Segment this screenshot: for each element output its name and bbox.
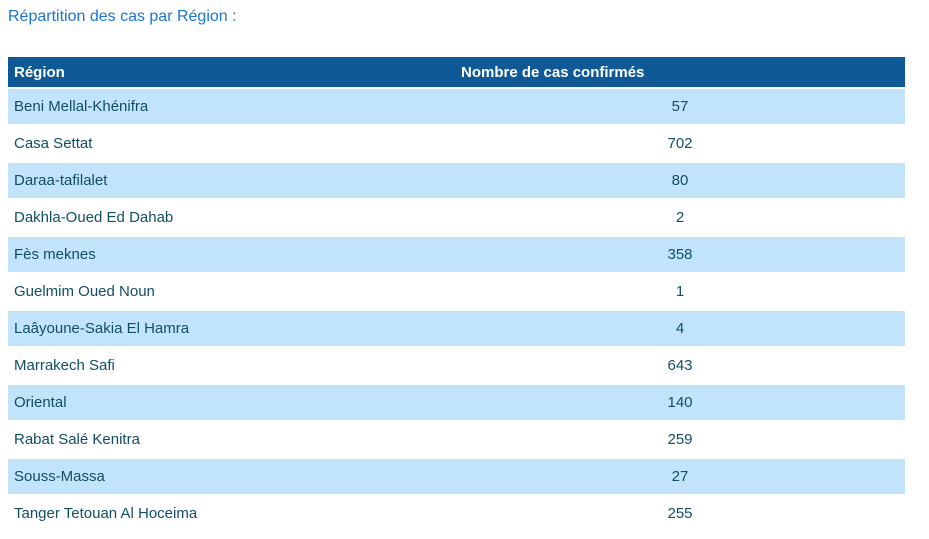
region-cell: Fès meknes bbox=[8, 237, 455, 274]
region-cell: Guelmim Oued Noun bbox=[8, 274, 455, 311]
region-cell: Tanger Tetouan Al Hoceima bbox=[8, 496, 455, 533]
table-row: Souss-Massa 27 bbox=[8, 459, 905, 496]
cases-cell: 1 bbox=[455, 274, 905, 311]
header-row: Région Nombre de cas confirmés bbox=[8, 57, 905, 89]
column-header-cases: Nombre de cas confirmés bbox=[455, 57, 905, 89]
cases-cell: 2 bbox=[455, 200, 905, 237]
table-row: Beni Mellal-Khénifra 57 bbox=[8, 89, 905, 126]
cases-cell: 255 bbox=[455, 496, 905, 533]
cases-cell: 259 bbox=[455, 422, 905, 459]
table-row: Fès meknes 358 bbox=[8, 237, 905, 274]
region-cell: Rabat Salé Kenitra bbox=[8, 422, 455, 459]
cases-cell: 702 bbox=[455, 126, 905, 163]
table-row: Dakhla-Oued Ed Dahab 2 bbox=[8, 200, 905, 237]
region-cell: Marrakech Safi bbox=[8, 348, 455, 385]
cases-cell: 57 bbox=[455, 89, 905, 126]
table-row: Marrakech Safi 643 bbox=[8, 348, 905, 385]
table-row: Oriental 140 bbox=[8, 385, 905, 422]
region-cell: Laâyoune-Sakia El Hamra bbox=[8, 311, 455, 348]
cases-cell: 4 bbox=[455, 311, 905, 348]
region-cell: Dakhla-Oued Ed Dahab bbox=[8, 200, 455, 237]
table-row: Tanger Tetouan Al Hoceima 255 bbox=[8, 496, 905, 533]
table-row: Guelmim Oued Noun 1 bbox=[8, 274, 905, 311]
cases-cell: 27 bbox=[455, 459, 905, 496]
table-body: Beni Mellal-Khénifra 57 Casa Settat 702 … bbox=[8, 89, 905, 533]
table-header: Région Nombre de cas confirmés bbox=[8, 57, 905, 89]
page-title: Répartition des cas par Région : bbox=[8, 8, 237, 25]
region-cell: Casa Settat bbox=[8, 126, 455, 163]
cases-cell: 140 bbox=[455, 385, 905, 422]
region-cell: Beni Mellal-Khénifra bbox=[8, 89, 455, 126]
table-row: Laâyoune-Sakia El Hamra 4 bbox=[8, 311, 905, 348]
column-header-region: Région bbox=[8, 57, 455, 89]
table-row: Casa Settat 702 bbox=[8, 126, 905, 163]
cases-cell: 643 bbox=[455, 348, 905, 385]
cases-cell: 80 bbox=[455, 163, 905, 200]
region-cell: Oriental bbox=[8, 385, 455, 422]
table-row: Rabat Salé Kenitra 259 bbox=[8, 422, 905, 459]
region-cases-table: Région Nombre de cas confirmés Beni Mell… bbox=[8, 57, 905, 533]
cases-cell: 358 bbox=[455, 237, 905, 274]
table-row: Daraa-tafilalet 80 bbox=[8, 163, 905, 200]
region-cell: Souss-Massa bbox=[8, 459, 455, 496]
region-cell: Daraa-tafilalet bbox=[8, 163, 455, 200]
